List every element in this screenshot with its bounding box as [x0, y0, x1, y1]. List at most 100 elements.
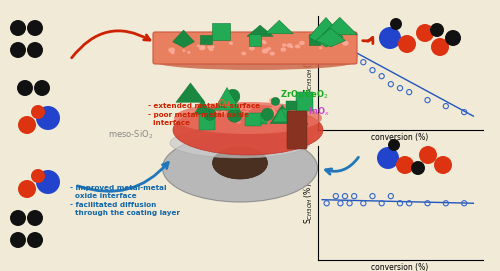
Polygon shape: [309, 18, 343, 47]
Ellipse shape: [434, 156, 452, 174]
Ellipse shape: [236, 120, 241, 124]
Ellipse shape: [299, 41, 305, 45]
Ellipse shape: [208, 47, 214, 51]
Point: [424, 201, 432, 205]
Ellipse shape: [207, 46, 212, 49]
Ellipse shape: [274, 112, 281, 118]
Ellipse shape: [262, 111, 268, 116]
FancyBboxPatch shape: [287, 111, 307, 149]
Ellipse shape: [199, 45, 205, 50]
FancyBboxPatch shape: [212, 23, 230, 40]
Point: [332, 38, 340, 42]
Ellipse shape: [294, 114, 301, 120]
Point: [368, 68, 376, 72]
Ellipse shape: [210, 103, 216, 108]
Ellipse shape: [416, 24, 434, 42]
Ellipse shape: [290, 116, 296, 122]
FancyBboxPatch shape: [280, 109, 290, 120]
FancyBboxPatch shape: [286, 101, 298, 111]
Point: [336, 42, 344, 46]
Ellipse shape: [262, 41, 266, 44]
Ellipse shape: [272, 105, 279, 110]
Point: [332, 194, 340, 198]
FancyBboxPatch shape: [153, 32, 357, 64]
Ellipse shape: [10, 210, 26, 226]
Ellipse shape: [201, 41, 206, 45]
Ellipse shape: [198, 102, 204, 107]
Ellipse shape: [319, 47, 322, 49]
Point: [460, 110, 468, 114]
Point: [460, 201, 468, 205]
Text: InO$_x$: InO$_x$: [308, 106, 330, 118]
Ellipse shape: [280, 47, 286, 52]
Ellipse shape: [34, 80, 50, 96]
Ellipse shape: [212, 147, 268, 179]
Ellipse shape: [170, 128, 310, 158]
Y-axis label: S$_{CH3OH}$ (%): S$_{CH3OH}$ (%): [302, 182, 314, 224]
Ellipse shape: [207, 37, 214, 41]
Ellipse shape: [171, 51, 174, 54]
Ellipse shape: [256, 113, 265, 123]
Ellipse shape: [27, 232, 43, 248]
FancyBboxPatch shape: [296, 92, 312, 111]
Text: Cu: Cu: [218, 98, 231, 108]
Ellipse shape: [388, 139, 400, 151]
Ellipse shape: [220, 110, 226, 114]
Polygon shape: [322, 17, 358, 35]
Ellipse shape: [236, 105, 244, 111]
Ellipse shape: [27, 42, 43, 58]
Ellipse shape: [271, 97, 280, 105]
Polygon shape: [316, 28, 346, 47]
Point: [350, 54, 358, 58]
Point: [322, 201, 330, 205]
Ellipse shape: [290, 46, 294, 48]
Polygon shape: [289, 113, 308, 124]
Ellipse shape: [229, 42, 233, 45]
Ellipse shape: [212, 109, 218, 114]
Ellipse shape: [228, 108, 242, 122]
Text: - improved metal-metal
  oxide interface
- facilitated diffusion
  through the c: - improved metal-metal oxide interface -…: [70, 185, 180, 217]
Ellipse shape: [31, 169, 45, 183]
Point: [368, 194, 376, 198]
Ellipse shape: [249, 46, 255, 50]
Point: [387, 194, 395, 198]
Point: [322, 34, 330, 38]
Polygon shape: [272, 108, 288, 122]
Ellipse shape: [27, 20, 43, 36]
Ellipse shape: [379, 27, 401, 49]
Ellipse shape: [18, 180, 36, 198]
Y-axis label: S$_{CH3OH}$ (%): S$_{CH3OH}$ (%): [302, 52, 314, 94]
Ellipse shape: [162, 134, 318, 202]
Polygon shape: [270, 105, 294, 124]
FancyBboxPatch shape: [200, 34, 211, 44]
FancyBboxPatch shape: [256, 114, 267, 124]
Text: ZrO$_2$/CeO$_2$: ZrO$_2$/CeO$_2$: [280, 89, 328, 101]
Ellipse shape: [36, 106, 60, 130]
Ellipse shape: [270, 52, 275, 56]
Ellipse shape: [268, 109, 277, 117]
Ellipse shape: [242, 52, 246, 55]
Point: [378, 74, 386, 78]
Ellipse shape: [196, 44, 200, 47]
Ellipse shape: [211, 45, 214, 48]
Ellipse shape: [36, 170, 60, 194]
Ellipse shape: [292, 119, 299, 124]
Ellipse shape: [342, 41, 348, 46]
Point: [336, 201, 344, 205]
Ellipse shape: [398, 35, 416, 53]
Ellipse shape: [295, 44, 300, 49]
Point: [341, 46, 349, 50]
Polygon shape: [173, 30, 195, 48]
Ellipse shape: [27, 210, 43, 226]
Ellipse shape: [246, 118, 251, 122]
Ellipse shape: [200, 46, 205, 49]
Ellipse shape: [173, 105, 323, 155]
Ellipse shape: [262, 40, 266, 43]
Point: [396, 201, 404, 205]
Polygon shape: [247, 25, 273, 36]
Point: [405, 90, 413, 94]
Ellipse shape: [17, 80, 33, 96]
Point: [360, 60, 368, 64]
Ellipse shape: [10, 232, 26, 248]
Ellipse shape: [10, 42, 26, 58]
